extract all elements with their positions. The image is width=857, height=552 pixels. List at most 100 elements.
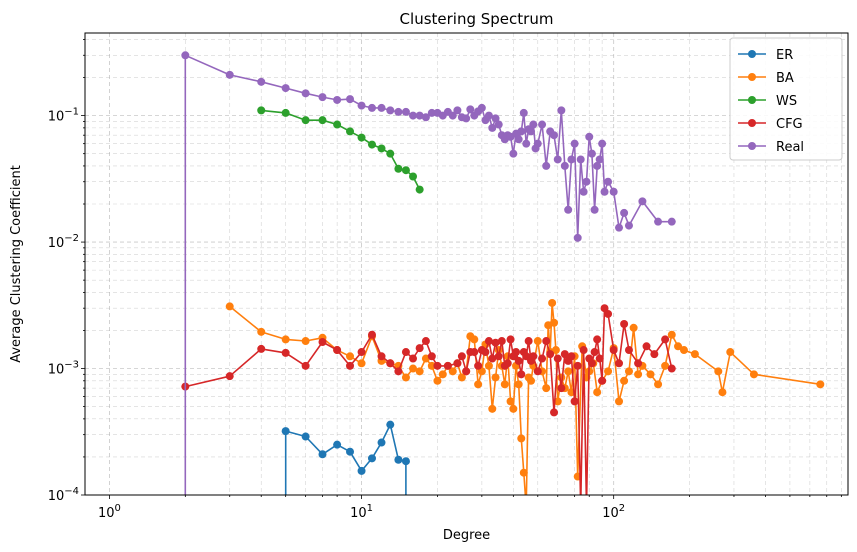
- data-point: [538, 354, 547, 363]
- data-point: [377, 103, 386, 112]
- data-point: [570, 139, 579, 148]
- data-point: [529, 120, 538, 129]
- data-point: [488, 404, 497, 413]
- data-point: [401, 107, 410, 116]
- data-point: [573, 233, 582, 242]
- data-point: [484, 337, 493, 346]
- data-point: [357, 466, 366, 475]
- data-point: [590, 205, 599, 214]
- data-point: [527, 127, 536, 136]
- data-point: [453, 359, 462, 368]
- series-real: [181, 51, 676, 495]
- x-tick-label: 102: [602, 503, 625, 521]
- data-point: [488, 123, 497, 132]
- data-point: [466, 105, 475, 114]
- data-point: [550, 408, 559, 417]
- data-point: [667, 364, 676, 373]
- data-point: [415, 111, 424, 120]
- legend-item-ws: WS: [738, 94, 797, 109]
- data-point: [401, 348, 410, 357]
- data-point: [600, 304, 609, 313]
- data-point: [567, 352, 576, 361]
- data-point: [615, 223, 624, 232]
- data-point: [546, 350, 555, 359]
- data-point: [257, 344, 266, 353]
- data-point: [427, 108, 436, 117]
- data-point: [560, 350, 569, 359]
- data-point: [509, 149, 518, 158]
- data-point: [500, 380, 509, 389]
- data-point: [654, 380, 663, 389]
- data-point: [448, 367, 457, 376]
- data-point: [346, 95, 355, 104]
- data-point: [620, 376, 629, 385]
- legend-label: WS: [776, 94, 797, 109]
- data-point: [533, 337, 542, 346]
- data-point: [634, 370, 643, 379]
- data-point: [620, 208, 629, 217]
- data-point: [357, 133, 366, 142]
- data-point: [509, 404, 518, 413]
- data-point: [477, 103, 486, 112]
- data-point: [514, 135, 523, 144]
- data-point: [474, 380, 483, 389]
- x-axis-label: Degree: [443, 528, 490, 543]
- data-point: [620, 319, 629, 328]
- data-point: [560, 161, 569, 170]
- data-point: [470, 335, 479, 344]
- series-ws: [257, 106, 424, 194]
- data-point: [333, 346, 342, 355]
- y-tick-label: 10−2: [48, 233, 79, 251]
- data-point: [333, 440, 342, 449]
- data-point: [457, 352, 466, 361]
- series-er: [281, 420, 410, 495]
- data-point: [593, 161, 602, 170]
- data-point: [593, 388, 602, 397]
- data-point: [386, 149, 395, 158]
- data-point: [553, 397, 562, 406]
- data-point: [488, 354, 497, 363]
- data-point: [225, 70, 234, 79]
- data-point: [595, 155, 604, 164]
- data-point: [514, 380, 523, 389]
- data-point: [624, 221, 633, 230]
- data-point: [551, 346, 560, 355]
- data-point: [582, 177, 591, 186]
- data-point: [438, 370, 447, 379]
- legend-marker: [748, 142, 756, 150]
- data-point: [550, 131, 559, 140]
- data-point: [667, 217, 676, 226]
- data-point: [615, 359, 624, 368]
- data-point: [333, 95, 342, 104]
- data-point: [726, 348, 735, 357]
- data-point: [538, 120, 547, 129]
- data-point: [567, 155, 576, 164]
- data-point: [346, 352, 355, 361]
- data-point: [318, 450, 327, 459]
- data-point: [401, 373, 410, 382]
- legend-marker: [748, 50, 756, 58]
- data-point: [394, 455, 403, 464]
- data-point: [600, 187, 609, 196]
- data-point: [624, 346, 633, 355]
- data-point: [564, 367, 573, 376]
- legend-item-ba: BA: [738, 71, 794, 86]
- data-point: [494, 352, 503, 361]
- data-point: [401, 166, 410, 175]
- data-point: [587, 149, 596, 158]
- y-tick-label: 10−1: [48, 107, 79, 125]
- data-point: [427, 352, 436, 361]
- data-point: [542, 384, 551, 393]
- chart-title: Clustering Spectrum: [400, 10, 554, 28]
- data-point: [433, 376, 442, 385]
- data-point: [587, 359, 596, 368]
- data-point: [642, 342, 651, 351]
- data-point: [524, 337, 533, 346]
- data-point: [598, 376, 607, 385]
- data-point: [604, 177, 613, 186]
- data-point: [346, 361, 355, 370]
- legend: ER BA WS CFG Real: [729, 37, 843, 161]
- data-point: [333, 120, 342, 129]
- data-point: [529, 352, 538, 361]
